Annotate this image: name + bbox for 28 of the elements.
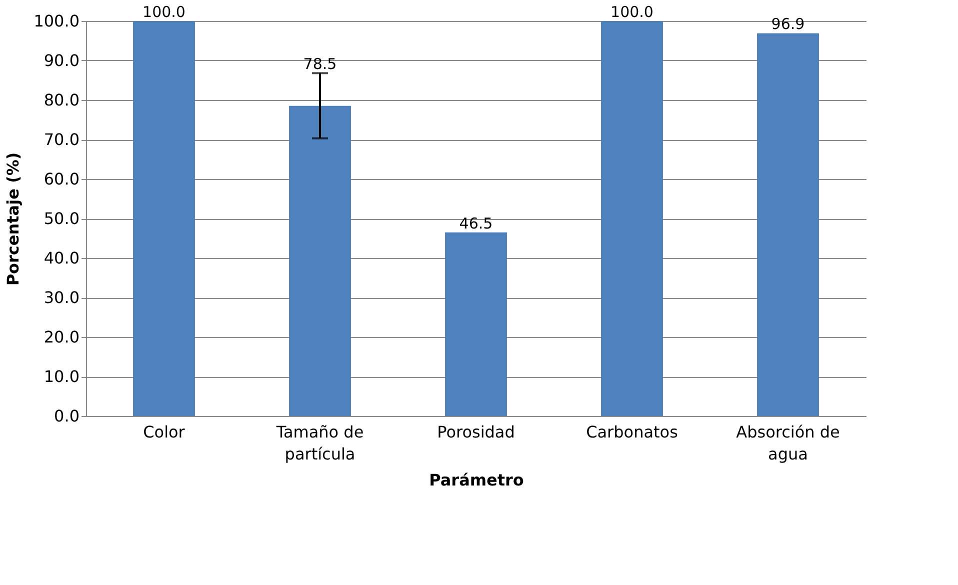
bar: [445, 232, 507, 416]
x-tick-label: Tamaño de partícula: [275, 422, 364, 464]
y-axis-title: Porcentaje (%): [4, 152, 23, 286]
y-tick-label: 80.0: [44, 90, 80, 110]
bar: [757, 33, 819, 416]
bar: [289, 106, 351, 416]
y-tick-label: 70.0: [44, 130, 80, 149]
data-label: 78.5: [303, 55, 337, 74]
y-tick-label: 10.0: [44, 367, 80, 386]
y-tick-label: 90.0: [44, 51, 80, 70]
y-tick-label: 0.0: [54, 406, 80, 426]
x-axis-title: Parámetro: [429, 470, 524, 490]
data-label: 96.9: [771, 15, 805, 34]
data-label: 46.5: [459, 214, 493, 232]
y-tick-label: 40.0: [44, 248, 80, 268]
bar: [133, 21, 195, 416]
y-tick-label: 100.0: [34, 12, 80, 30]
bar: [601, 21, 663, 416]
x-tick-label: Porosidad: [437, 422, 515, 442]
x-tick-label: Absorción de agua: [736, 422, 840, 464]
y-tick-label: 20.0: [44, 328, 80, 346]
data-label: 100.0: [142, 3, 186, 21]
x-tick-label: Carbonatos: [586, 422, 678, 442]
y-tick-label: 30.0: [44, 288, 80, 307]
x-tick-label: Color: [143, 422, 186, 442]
data-label: 100.0: [610, 3, 654, 21]
y-tick-label: 50.0: [44, 209, 80, 228]
y-tick-label: 60.0: [44, 170, 80, 188]
